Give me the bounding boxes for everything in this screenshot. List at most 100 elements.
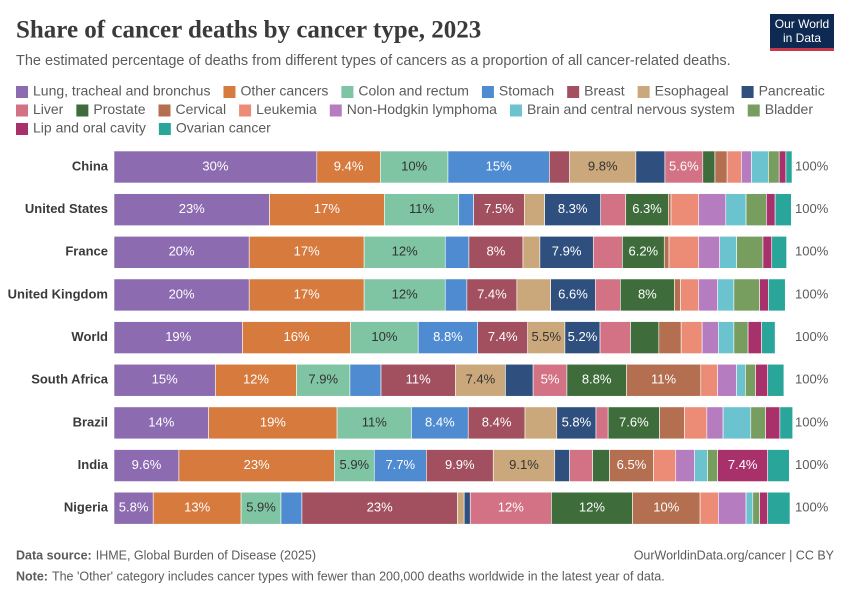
bar-segment bbox=[595, 406, 609, 440]
total-label: 100% bbox=[795, 500, 829, 515]
bar-segment bbox=[539, 236, 594, 269]
bar-segment bbox=[569, 449, 593, 482]
bar-segment bbox=[349, 363, 382, 397]
legend-swatch bbox=[747, 104, 760, 117]
legend-label: Prostate bbox=[93, 101, 145, 117]
category-label: Nigeria bbox=[64, 500, 109, 515]
category-label: United States bbox=[25, 201, 108, 216]
value-label: 12% bbox=[579, 500, 605, 515]
bar-segment bbox=[522, 236, 541, 269]
bar-segment bbox=[768, 150, 780, 184]
bar-segment bbox=[745, 491, 754, 525]
bar-segment bbox=[768, 278, 786, 312]
legend-swatch bbox=[741, 86, 754, 98]
value-label: 10% bbox=[653, 500, 679, 515]
bar-segment bbox=[477, 321, 529, 354]
total-label: 100% bbox=[795, 414, 829, 429]
value-label: 8.8% bbox=[433, 329, 463, 344]
value-label: 10% bbox=[401, 158, 427, 173]
value-label: 9.4% bbox=[334, 158, 364, 173]
bar-segment bbox=[215, 363, 297, 397]
value-label: 9.8% bbox=[588, 158, 618, 173]
value-label: 7.6% bbox=[619, 414, 649, 429]
bar-segment bbox=[698, 193, 727, 226]
total-label: 100% bbox=[795, 457, 829, 472]
bar-segment bbox=[733, 278, 760, 312]
bar-segment bbox=[556, 406, 597, 440]
category-label: World bbox=[71, 329, 108, 344]
category-label: South Africa bbox=[31, 372, 109, 387]
value-label: 7.4% bbox=[466, 372, 496, 387]
legend-label: Liver bbox=[33, 101, 64, 117]
bar-segment bbox=[447, 150, 550, 184]
legend-label: Breast bbox=[584, 83, 625, 99]
bar-segment bbox=[630, 321, 660, 354]
bar-segment bbox=[316, 150, 381, 184]
bar-segment bbox=[774, 193, 792, 226]
legend-swatch bbox=[341, 86, 354, 98]
value-label: 15% bbox=[486, 158, 512, 173]
value-label: 12% bbox=[498, 500, 524, 515]
bar-segment bbox=[779, 406, 794, 440]
bar-segment bbox=[113, 236, 250, 269]
bar-segment bbox=[626, 363, 702, 397]
value-label: 7.9% bbox=[308, 372, 338, 387]
legend-swatch bbox=[16, 86, 28, 98]
logo[interactable] bbox=[770, 14, 834, 51]
bar-segment bbox=[694, 449, 708, 482]
value-label: 7.5% bbox=[484, 201, 514, 216]
bar-segment bbox=[334, 449, 375, 482]
value-label: 12% bbox=[243, 372, 269, 387]
bar-segment bbox=[726, 150, 742, 184]
value-label: 20% bbox=[169, 244, 195, 259]
bar-segment bbox=[785, 150, 793, 184]
bar-segment bbox=[463, 491, 471, 525]
value-label: 7.4% bbox=[728, 457, 758, 472]
bar-segment bbox=[698, 236, 720, 269]
total-label: 100% bbox=[795, 286, 829, 301]
bar-segment bbox=[458, 193, 474, 226]
bar-segment bbox=[736, 363, 746, 397]
category-label: France bbox=[65, 244, 108, 259]
bar-segment bbox=[380, 363, 456, 397]
bar-segment bbox=[664, 150, 704, 184]
bar-segment bbox=[674, 278, 681, 312]
bar-segment bbox=[301, 491, 458, 525]
bar-segment bbox=[600, 193, 627, 226]
category-label: China bbox=[72, 158, 109, 173]
bar-segment bbox=[280, 491, 303, 525]
total-label: 100% bbox=[795, 329, 829, 344]
legend-label: Cervical bbox=[176, 101, 227, 117]
bar-segment bbox=[755, 363, 768, 397]
value-label: 20% bbox=[169, 286, 195, 301]
bar-segment bbox=[595, 278, 621, 312]
value-label: 5.8% bbox=[119, 500, 149, 515]
bar-segment bbox=[527, 321, 566, 354]
legend-swatch bbox=[158, 123, 171, 135]
value-label: 5.9% bbox=[339, 457, 369, 472]
bar-segment bbox=[248, 236, 365, 269]
value-label: 6.2% bbox=[628, 244, 658, 259]
legend-swatch bbox=[76, 104, 89, 117]
value-label: 14% bbox=[148, 414, 174, 429]
bar-segment bbox=[457, 491, 465, 525]
bar-segment bbox=[717, 278, 735, 312]
bar-segment bbox=[752, 491, 760, 525]
bar-segment bbox=[620, 278, 675, 312]
legend-label: Bladder bbox=[765, 101, 814, 117]
bar-segment bbox=[668, 193, 672, 226]
chart-title: Share of cancer deaths by cancer type, 2… bbox=[16, 17, 481, 44]
bar-segment bbox=[771, 236, 787, 269]
legend-label: Ovarian cancer bbox=[176, 120, 271, 136]
bar-segment bbox=[592, 236, 623, 269]
bar-segment bbox=[670, 193, 700, 226]
bar-segment bbox=[745, 193, 767, 226]
bar-segment bbox=[745, 363, 756, 397]
note: The 'Other' category includes cancer typ… bbox=[52, 569, 665, 583]
legend-label: Colon and rectum bbox=[358, 83, 469, 99]
bar-segment bbox=[444, 236, 470, 269]
bar-segment bbox=[714, 150, 728, 184]
source-label: Data source: bbox=[16, 548, 92, 562]
bar-segment bbox=[658, 321, 682, 354]
legend-swatch bbox=[637, 86, 650, 98]
